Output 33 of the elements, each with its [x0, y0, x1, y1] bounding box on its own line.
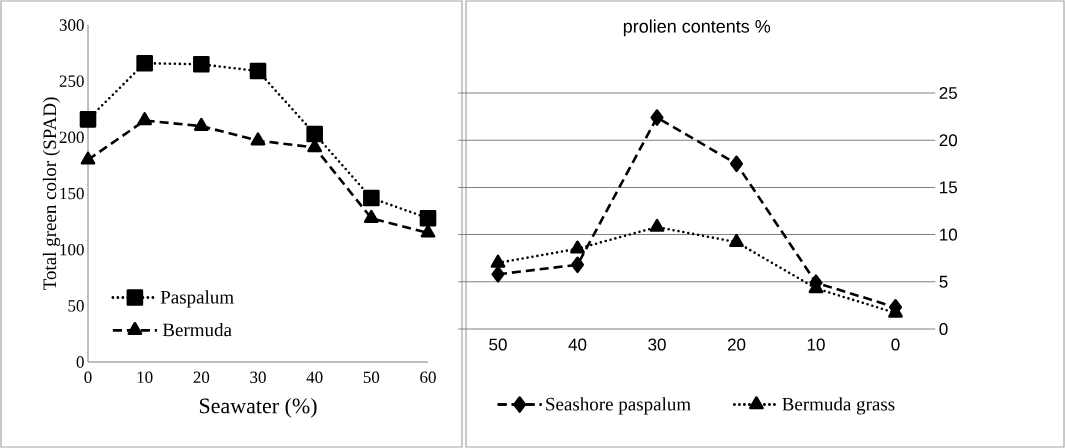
y-axis-title: Total green color (SPAD) [42, 97, 61, 291]
legend-label: Seashore paspalum [546, 397, 691, 415]
y-tick-label: 50 [68, 300, 84, 312]
chart-title: prolien contents % [623, 19, 771, 37]
legend-label: Bermuda grass [782, 397, 895, 415]
y-tick-label: 150 [60, 187, 84, 200]
y-tick-label: 5 [939, 275, 948, 288]
y-tick-label: 20 [939, 134, 958, 147]
x-tick-label: 50 [489, 338, 507, 351]
x-tick-label: 60 [420, 371, 436, 384]
x-tick-label: 30 [250, 371, 266, 384]
x-tick-label: 30 [648, 338, 666, 351]
x-tick-label: 50 [363, 371, 380, 384]
y-tick-label: 0 [939, 322, 948, 336]
x-axis-title: Seawater (%) [199, 397, 317, 418]
legend-label: Bermuda [162, 322, 232, 337]
y-tick-label: 300 [59, 19, 84, 31]
x-tick-label: 40 [568, 338, 587, 351]
y-tick-label: 10 [940, 228, 958, 241]
x-tick-label: 0 [84, 371, 92, 384]
y-tick-label: 0 [76, 356, 84, 368]
x-tick-label: 10 [137, 371, 153, 384]
y-tick-label: 100 [60, 243, 84, 256]
y-tick-label: 25 [939, 86, 957, 100]
x-tick-label: 40 [306, 371, 323, 384]
y-tick-label: 250 [59, 75, 84, 87]
x-tick-label: 20 [193, 371, 210, 384]
y-tick-label: 15 [940, 181, 957, 194]
x-tick-label: 0 [891, 338, 900, 351]
legend-label: Paspalum [160, 290, 234, 308]
x-tick-label: 10 [807, 338, 825, 351]
y-tick-label: 200 [59, 131, 84, 144]
x-tick-label: 20 [727, 338, 746, 351]
